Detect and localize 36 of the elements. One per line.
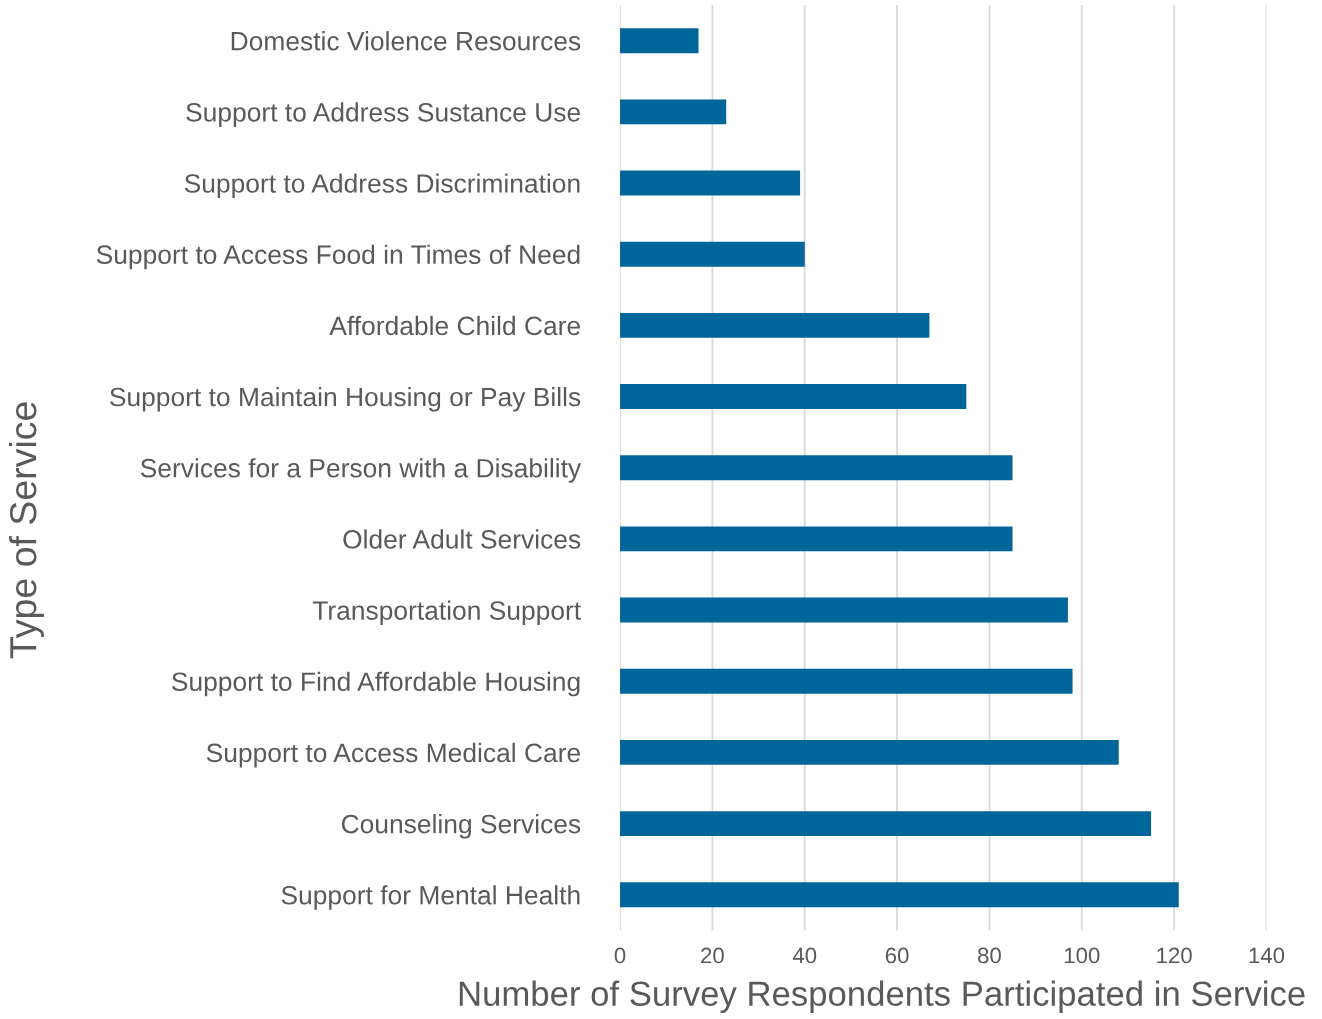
x-tick-label: 0 [614,947,626,964]
bar [620,811,1152,837]
x-tick-label: 80 [978,947,1001,964]
x-tick-label: 40 [792,947,817,964]
y-tick-label: Transportation Support [312,600,581,626]
bar [620,99,727,125]
x-tick-label: 60 [885,947,909,964]
y-tick-label: Support to Access Food in Times of Need [96,244,580,270]
y-tick-label: Counseling Services [341,814,581,839]
bar [620,882,1179,908]
y-tick-label: Services for a Person with a Disability [140,458,582,483]
y-tick-label: Domestic Violence Resources [231,31,581,51]
x-tick-label: 120 [1157,947,1192,964]
x-tick-label: 20 [701,947,724,964]
y-tick-label: Support to Find Affordable Housing [172,671,580,697]
x-axis-title: Number of Survey Respondents Participated in Service [459,980,1305,1013]
bar [620,455,1013,481]
bar [620,28,699,54]
bar [620,526,1013,552]
y-tick-label: Support to Maintain Housing or Pay Bills [110,386,581,412]
y-tick-label: Older Adult Services [343,529,581,549]
y-tick-label: Affordable Child Care [329,315,580,336]
y-tick-label: Support to Address Discrimination [184,173,580,199]
bar [620,241,805,267]
y-tick-label: Support to Address Sustance Use [186,102,580,127]
bar [620,597,1068,623]
bar [620,668,1073,694]
y-tick-label: Support for Mental Health [281,885,580,910]
bar [620,384,967,409]
bar [620,312,930,338]
bar [620,739,1119,765]
x-tick-label: 140 [1249,947,1285,964]
y-tick-label: Support to Access Medical Care [206,742,580,768]
x-tick-label: 100 [1064,947,1100,964]
y-axis-title: Type of Service [8,402,44,659]
bar [620,170,801,196]
